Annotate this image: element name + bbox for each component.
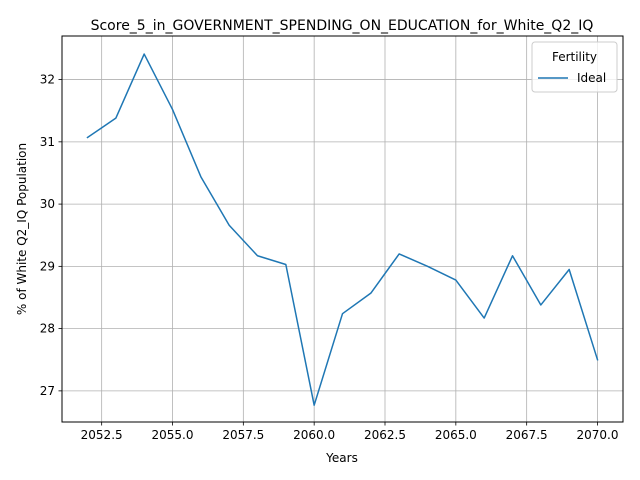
x-tick-label: 2060.0 bbox=[293, 428, 335, 442]
series-layer bbox=[86, 53, 599, 406]
legend-box bbox=[531, 41, 618, 93]
plot-area bbox=[62, 36, 623, 422]
x-axis-label: Years bbox=[325, 451, 358, 465]
y-tick-label: 32 bbox=[40, 73, 55, 87]
legend-label-ideal: Ideal bbox=[577, 71, 606, 85]
y-tick-label: 29 bbox=[40, 259, 55, 273]
chart-title: Score_5_in_GOVERNMENT_SPENDING_ON_EDUCAT… bbox=[91, 18, 594, 34]
legend: Fertility Ideal bbox=[531, 41, 618, 93]
x-tick-label: 2057.5 bbox=[222, 428, 264, 442]
x-tick-label: 2070.0 bbox=[577, 428, 619, 442]
x-tick-label: 2065.0 bbox=[435, 428, 477, 442]
legend-title: Fertility bbox=[552, 50, 597, 64]
x-axis-ticks: 2052.5 2055.0 2057.5 2060.0 2062.5 2065.0 2067… bbox=[81, 422, 619, 442]
y-tick-label: 28 bbox=[40, 322, 55, 336]
y-tick-label: 31 bbox=[40, 135, 55, 149]
x-tick-label: 2052.5 bbox=[81, 428, 123, 442]
x-tick-label: 2062.5 bbox=[364, 428, 406, 442]
grid-lines bbox=[62, 36, 623, 422]
y-tick-label: 27 bbox=[40, 384, 55, 398]
series-line-ideal bbox=[86, 53, 599, 406]
x-tick-label: 2067.5 bbox=[506, 428, 548, 442]
x-tick-label: 2055.0 bbox=[152, 428, 194, 442]
y-axis-label: % of White Q2_IQ Population bbox=[15, 143, 29, 315]
plot-frame bbox=[61, 35, 624, 423]
y-tick-label: 30 bbox=[40, 197, 55, 211]
y-axis-ticks: 27 28 29 30 31 32 bbox=[40, 73, 62, 398]
